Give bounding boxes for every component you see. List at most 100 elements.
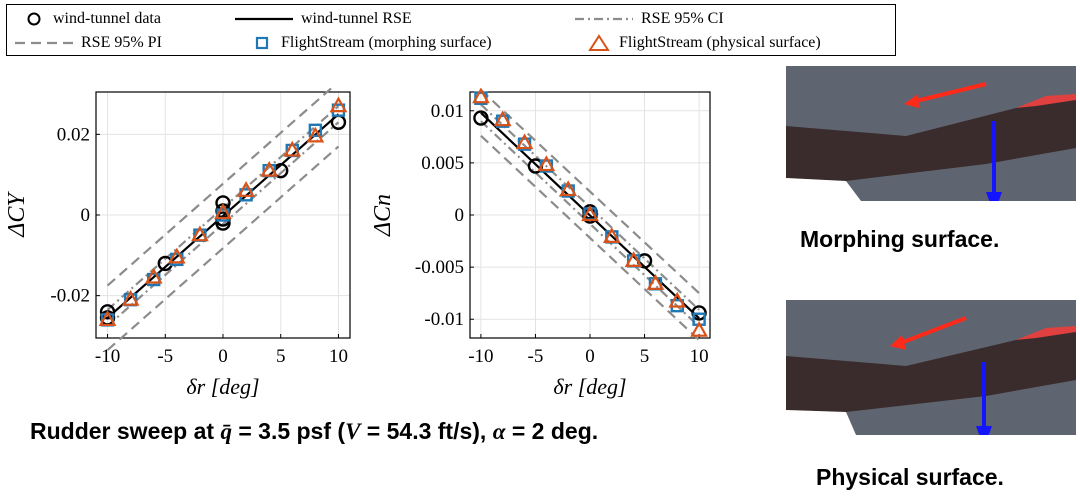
data-point-triangle (144, 267, 163, 284)
x-axis-label: δr [deg] (553, 374, 626, 399)
x-tick-label: -10 (468, 346, 493, 367)
data-point-circle (473, 110, 489, 126)
data-point-triangle (602, 227, 621, 243)
red-arrowhead-icon (904, 94, 919, 108)
y-tick-label: 0 (81, 205, 91, 226)
data-point-triangle (472, 87, 490, 104)
x-tick-label: 5 (640, 346, 650, 367)
data-point-triangle (668, 291, 687, 308)
y-axis-label: ΔCn (370, 194, 396, 237)
dashed-line-icon (15, 41, 73, 45)
y-tick-label: -0.01 (424, 309, 464, 330)
dash-dot-line-icon (575, 17, 633, 21)
legend-item-rse-ci: RSE 95% CI (573, 7, 724, 31)
legend-item-flightstream-morphing: FlightStream (morphing surface) (249, 31, 492, 55)
caption-alpha: α (492, 419, 506, 444)
series-line (106, 105, 340, 311)
chart-delta-cy: -10 -5 0 5 10 -0.02 0 0.02 δr [deg] ΔCY (4, 81, 351, 399)
control-surface (786, 94, 1076, 181)
y-tick-label: 0.02 (57, 124, 90, 145)
data-point-triangle (581, 205, 599, 222)
y-tick-label: -0.02 (50, 286, 90, 307)
open-circle-marker-icon (27, 12, 41, 26)
control-surface (786, 326, 1076, 412)
y-tick-label: -0.005 (415, 257, 464, 278)
series-line (480, 103, 700, 311)
caption-mid1: = 3.5 psf ( (231, 418, 346, 444)
x-tick-label: 10 (329, 346, 348, 367)
data-point-circle (215, 215, 231, 231)
red-arrowhead-icon (890, 335, 906, 350)
solid-line-icon (235, 17, 293, 21)
morphing-surface-rendering (786, 66, 1076, 201)
red-vector (897, 316, 967, 346)
main-caption: Rudder sweep at q̄ = 3.5 psf (V = 54.3 f… (30, 418, 598, 445)
caption-qbar: q̄ (220, 419, 232, 444)
legend-label: wind-tunnel RSE (301, 10, 412, 27)
legend-label: wind-tunnel data (53, 10, 161, 27)
blue-arrowhead-icon (976, 426, 992, 435)
gap-region (786, 178, 861, 201)
series-line (106, 145, 340, 351)
data-point-triangle (283, 140, 302, 157)
x-tick-label: -5 (157, 346, 173, 367)
y-tick-label: 0.01 (431, 101, 464, 122)
legend-item-wind-tunnel-rse: wind-tunnel RSE (233, 7, 412, 31)
data-point-triangle (537, 155, 556, 172)
data-point-triangle (559, 180, 578, 197)
x-tick-label: 0 (218, 346, 228, 367)
legend-label: RSE 95% CI (641, 10, 724, 27)
data-point-triangle (260, 160, 279, 177)
series-line (106, 81, 340, 287)
data-point-triangle (167, 247, 186, 264)
data-point-triangle (191, 225, 209, 242)
legend-item-rse-pi: RSE 95% PI (13, 31, 162, 55)
x-tick-label: -5 (528, 346, 544, 367)
red-vector (911, 82, 987, 104)
data-point-triangle (121, 289, 140, 306)
x-tick-label: 5 (276, 346, 286, 367)
surface-edge (1016, 326, 1076, 340)
y-tick-label: 0.005 (421, 153, 464, 174)
caption-prefix: Rudder sweep at (30, 418, 221, 444)
data-point-triangle (493, 110, 512, 127)
legend-label: RSE 95% PI (81, 34, 162, 51)
plot-delta-cn: -10 -5 0 5 10 0.01 0.005 0 -0.005 -0.01 δr [deg] ΔC… (370, 87, 740, 405)
data-point-square (308, 123, 323, 138)
legend-item-wind-tunnel-data: wind-tunnel data (21, 7, 161, 31)
data-point-triangle (624, 251, 643, 267)
series-line (480, 134, 700, 341)
data-point-triangle (646, 274, 665, 290)
x-tick-label: 0 (585, 346, 595, 367)
data-point-triangle (306, 126, 325, 143)
morphing-surface-caption: Morphing surface. (800, 226, 1000, 252)
x-tick-label: -10 (95, 346, 120, 367)
open-triangle-marker-icon (588, 34, 610, 51)
y-axis-label: ΔCY (4, 191, 30, 238)
caption-mid2: = 54.3 ft/s), (360, 418, 493, 444)
caption-suffix: = 2 deg. (505, 418, 599, 444)
data-point-triangle (214, 203, 232, 220)
open-square-marker-icon (255, 36, 269, 50)
x-tick-label: 10 (690, 346, 709, 367)
physical-surface-rendering (786, 300, 1076, 435)
data-point-triangle (237, 181, 255, 197)
chart-delta-cn: -10 -5 0 5 10 0.01 0.005 0 -0.005 -0.01 δr [deg] ΔC… (370, 87, 711, 399)
blue-arrowhead-icon (986, 192, 1002, 201)
caption-velocity: V (345, 419, 361, 444)
legend-item-flightstream-physical: FlightStream (physical surface) (585, 31, 821, 55)
data-point-circle (99, 304, 116, 320)
physical-surface-caption: Physical surface. (816, 464, 1004, 490)
surface-edge (1016, 94, 1076, 108)
data-point-triangle (515, 133, 534, 150)
series-line (106, 121, 340, 327)
chart-legend: wind-tunnel data wind-tunnel RSE RSE 95%… (6, 4, 896, 56)
data-point-triangle (329, 96, 348, 113)
data-point-triangle (98, 310, 117, 326)
plot-delta-cy: -10 -5 0 5 10 -0.02 0 0.02 δr [deg] ΔCY (0, 81, 370, 405)
data-point-triangle (690, 320, 708, 337)
legend-label: FlightStream (morphing surface) (281, 34, 492, 51)
legend-label: FlightStream (physical surface) (619, 34, 821, 51)
series-line (480, 120, 700, 328)
x-axis-label: δr [deg] (186, 374, 259, 399)
